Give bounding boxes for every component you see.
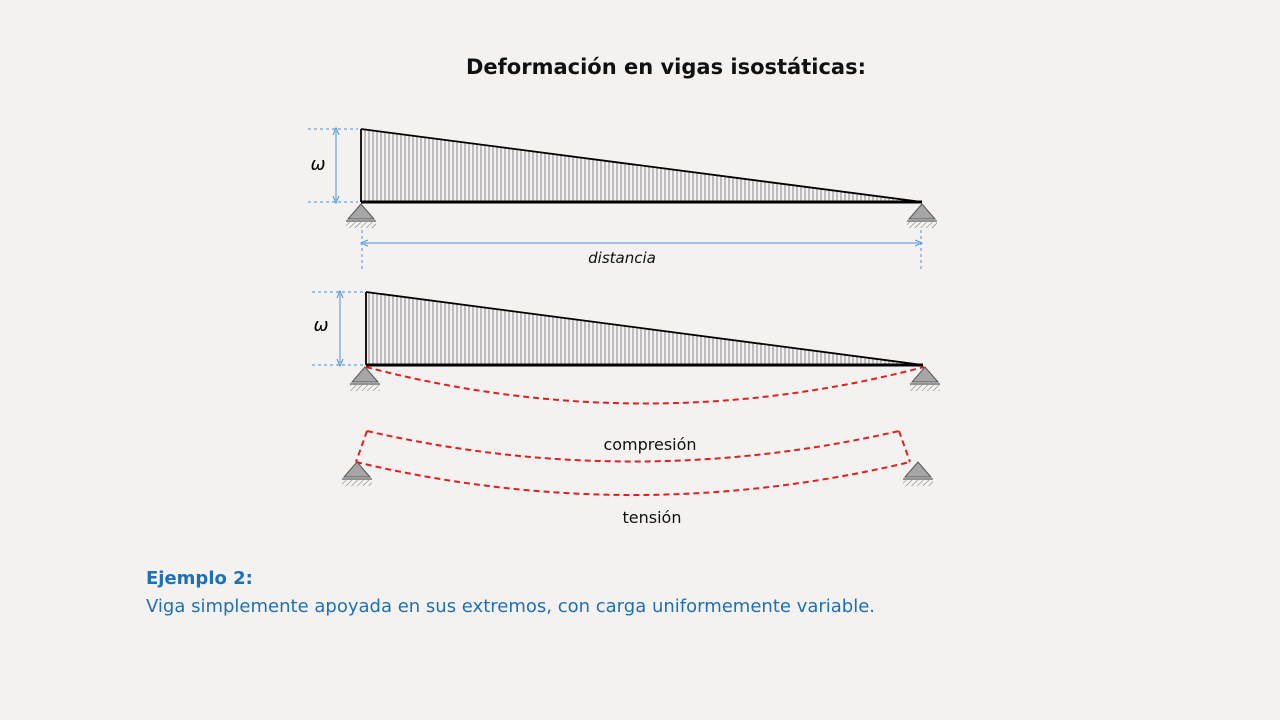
pin-support-right-3 [903,461,933,486]
example-heading: Ejemplo 2: [146,568,253,589]
example-description: Viga simplemente apoyada en sus extremos… [146,596,876,617]
compression-label: compresión [603,435,696,454]
pin-support-right-1 [907,203,937,228]
pin-support-left-3 [342,461,372,486]
span-label: distancia [588,249,656,267]
pin-support-right-2 [910,366,940,391]
deflected-shape [365,366,925,405]
diagram-1: ω distancia [308,129,937,272]
load-distribution-1 [360,128,923,203]
diagram-2: ω [312,291,940,405]
load-height-dimension-1 [308,129,358,202]
pin-support-left-1 [346,203,376,228]
diagram-3: compresión tensión [342,430,933,527]
slide-title: Deformación en vigas isostáticas: [466,55,866,79]
load-height-dimension-2 [312,292,363,365]
pin-support-left-2 [350,366,380,391]
example-caption: Ejemplo 2: Viga simplemente apoyada en s… [146,565,875,621]
load-label-1: ω [310,154,325,175]
span-dimension-1 [362,230,921,272]
load-label-2: ω [313,315,328,336]
load-distribution-2 [365,291,924,366]
tension-label: tensión [623,508,682,527]
deformed-beam-element [355,430,911,496]
